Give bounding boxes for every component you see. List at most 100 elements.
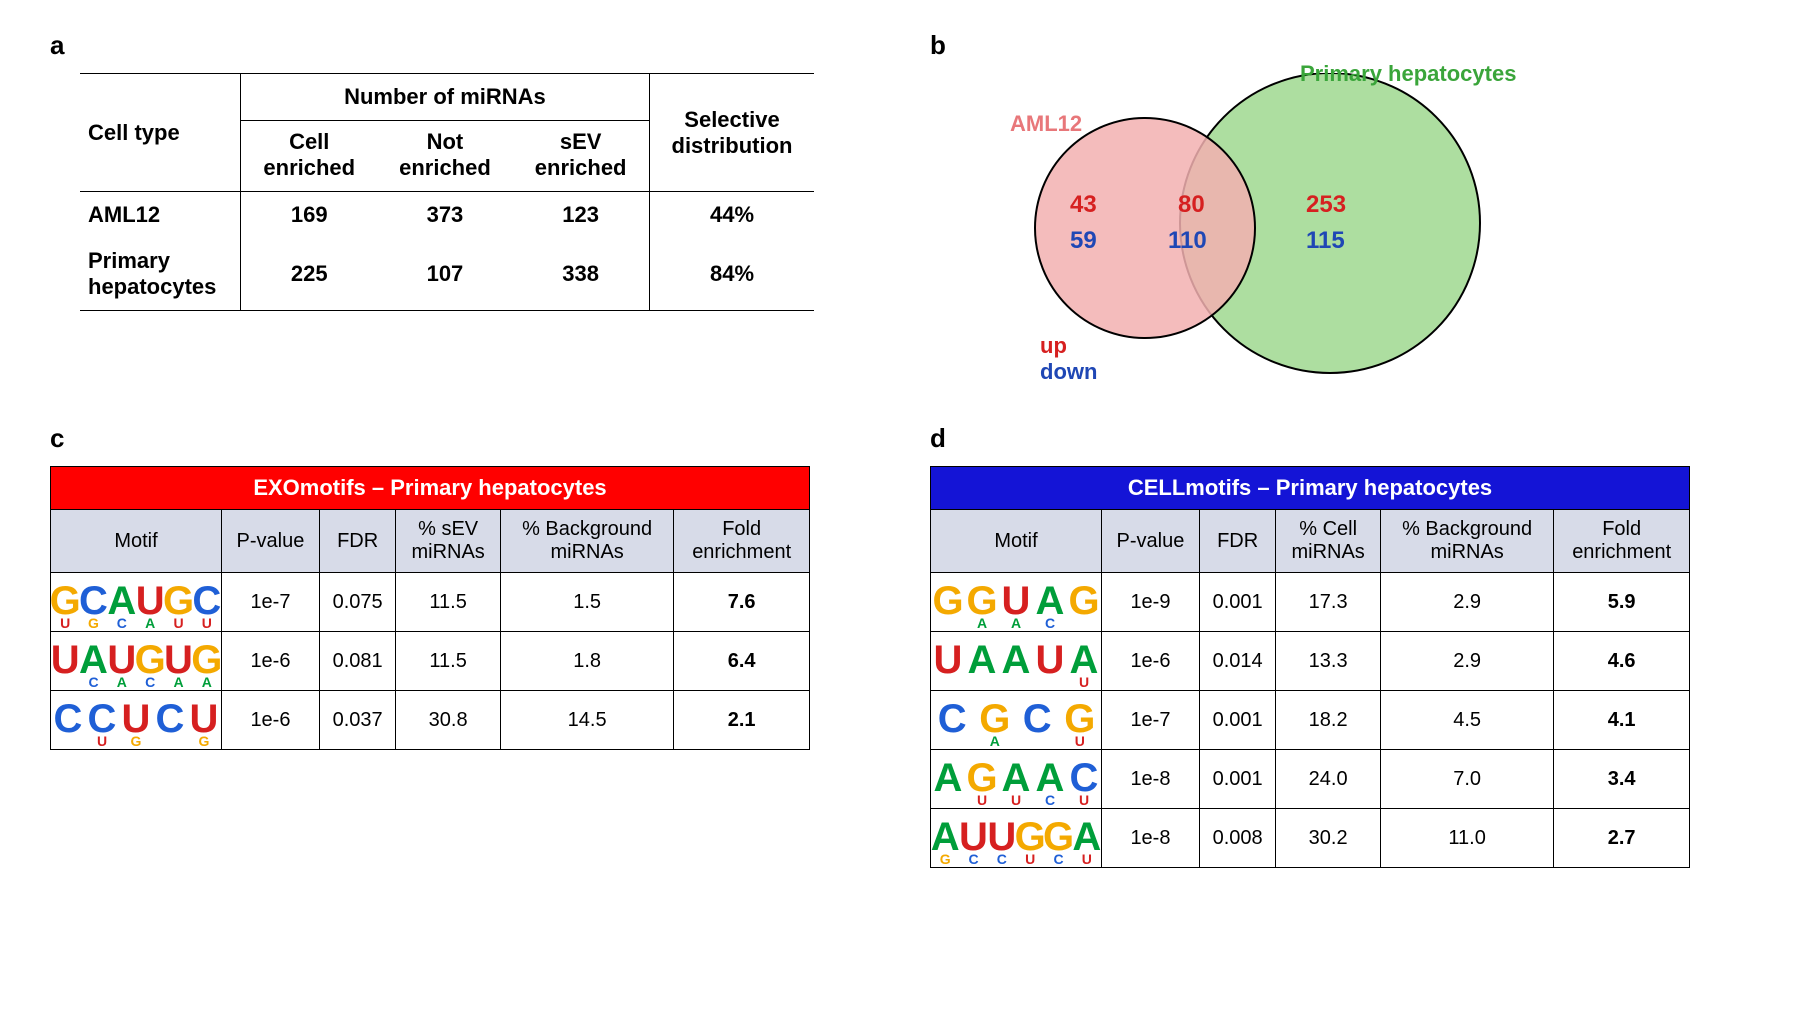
fdr: 0.008 bbox=[1199, 809, 1275, 868]
not-enriched: 373 bbox=[377, 192, 513, 239]
svg-text:C: C bbox=[88, 674, 98, 689]
venn-label-hep: Primary hepatocytes bbox=[1300, 61, 1516, 87]
svg-text:U: U bbox=[202, 615, 212, 630]
pvalue: 1e-7 bbox=[1102, 691, 1200, 750]
th-number-group: Number of miRNAs bbox=[241, 74, 649, 121]
fold: 2.1 bbox=[674, 691, 810, 750]
legend-down: down bbox=[1040, 359, 1097, 385]
svg-text:G: G bbox=[940, 851, 951, 866]
legend-up: up bbox=[1040, 333, 1067, 359]
bg: 11.0 bbox=[1380, 809, 1553, 868]
motif-logo: UACUAGCUAGA bbox=[51, 632, 222, 691]
svg-text:A: A bbox=[934, 756, 963, 800]
col-header: Foldenrichment bbox=[674, 510, 810, 573]
cell-type: Primaryhepatocytes bbox=[80, 238, 241, 311]
fold: 7.6 bbox=[674, 573, 810, 632]
th-selective: Selectivedistribution bbox=[649, 74, 814, 192]
svg-text:A: A bbox=[990, 733, 1000, 748]
svg-text:A: A bbox=[145, 615, 155, 630]
panel-d-label: d bbox=[930, 423, 1750, 454]
panel-c-label: c bbox=[50, 423, 870, 454]
pvalue: 1e-6 bbox=[1102, 632, 1200, 691]
svg-text:C: C bbox=[145, 674, 155, 689]
panel-d: d CELLmotifs – Primary hepatocytes Motif… bbox=[930, 423, 1750, 868]
panel-b: b Primary hepatocytes AML12 43 59 80 110… bbox=[930, 30, 1750, 373]
col-header: % BackgroundmiRNAs bbox=[500, 510, 673, 573]
exomotif-header-row: MotifP-valueFDR% sEVmiRNAs% Backgroundmi… bbox=[51, 510, 810, 573]
pct: 13.3 bbox=[1276, 632, 1381, 691]
panel-b-label: b bbox=[930, 30, 1750, 61]
mirna-count-table: Cell type Number of miRNAs Selectivedist… bbox=[80, 73, 814, 311]
svg-text:A: A bbox=[968, 638, 997, 682]
svg-text:A: A bbox=[173, 674, 183, 689]
svg-text:U: U bbox=[1025, 851, 1035, 866]
svg-text:U: U bbox=[1079, 792, 1089, 807]
svg-text:G: G bbox=[131, 733, 142, 748]
bg: 7.0 bbox=[1380, 750, 1553, 809]
col-header: Foldenrichment bbox=[1554, 510, 1690, 573]
svg-text:U: U bbox=[60, 615, 70, 630]
pct: 30.8 bbox=[396, 691, 501, 750]
figure: a Cell type Number of miRNAs Selectivedi… bbox=[50, 30, 1750, 868]
selective-dist: 84% bbox=[649, 238, 814, 311]
fold: 2.7 bbox=[1554, 809, 1690, 868]
col-header: P-value bbox=[222, 510, 320, 573]
col-header: FDR bbox=[1199, 510, 1275, 573]
svg-text:A: A bbox=[202, 674, 212, 689]
table-row: CCUUGCUG1e-60.03730.814.52.1 bbox=[51, 691, 810, 750]
cellmotif-title: CELLmotifs – Primary hepatocytes bbox=[931, 467, 1690, 510]
th-sub: sEVenriched bbox=[513, 121, 649, 192]
svg-text:C: C bbox=[1053, 851, 1063, 866]
fdr: 0.075 bbox=[319, 573, 395, 632]
sev-enriched: 338 bbox=[513, 238, 649, 311]
motif-logo: GGAUAACG bbox=[931, 573, 1102, 632]
motif-logo: CCUUGCUG bbox=[51, 691, 222, 750]
panel-a-label: a bbox=[50, 30, 870, 61]
bg: 2.9 bbox=[1380, 632, 1553, 691]
fold: 3.4 bbox=[1554, 750, 1690, 809]
col-header: P-value bbox=[1102, 510, 1200, 573]
not-enriched: 107 bbox=[377, 238, 513, 311]
col-header: % sEVmiRNAs bbox=[396, 510, 501, 573]
svg-text:U: U bbox=[934, 638, 963, 682]
fold: 6.4 bbox=[674, 632, 810, 691]
svg-text:G: G bbox=[1068, 579, 1099, 623]
svg-text:C: C bbox=[54, 697, 83, 741]
pvalue: 1e-8 bbox=[1102, 750, 1200, 809]
pct: 17.3 bbox=[1276, 573, 1381, 632]
pvalue: 1e-9 bbox=[1102, 573, 1200, 632]
aml-only-up: 43 bbox=[1070, 191, 1097, 219]
cell-type: AML12 bbox=[80, 192, 241, 239]
svg-text:A: A bbox=[117, 674, 127, 689]
selective-dist: 44% bbox=[649, 192, 814, 239]
pct: 11.5 bbox=[396, 632, 501, 691]
fdr: 0.001 bbox=[1199, 691, 1275, 750]
fold: 5.9 bbox=[1554, 573, 1690, 632]
cellmotif-table: CELLmotifs – Primary hepatocytes MotifP-… bbox=[930, 466, 1690, 868]
table-row: Primaryhepatocytes22510733884% bbox=[80, 238, 814, 311]
svg-text:U: U bbox=[1011, 792, 1021, 807]
svg-text:U: U bbox=[51, 638, 80, 682]
svg-text:A: A bbox=[1011, 615, 1021, 630]
overlap-down: 110 bbox=[1168, 227, 1207, 255]
fdr: 0.014 bbox=[1199, 632, 1275, 691]
aml-only-down: 59 bbox=[1070, 227, 1097, 255]
cellmotif-header-row: MotifP-valueFDR% CellmiRNAs% Backgroundm… bbox=[931, 510, 1690, 573]
svg-text:A: A bbox=[1002, 638, 1031, 682]
col-header: % BackgroundmiRNAs bbox=[1380, 510, 1553, 573]
panel-c: c EXOmotifs – Primary hepatocytes MotifP… bbox=[50, 423, 870, 868]
table-row: AGUCUCGUGCAU1e-80.00830.211.02.7 bbox=[931, 809, 1690, 868]
svg-text:G: G bbox=[932, 579, 963, 623]
fold: 4.6 bbox=[1554, 632, 1690, 691]
col-header: Motif bbox=[51, 510, 222, 573]
table-row: AML1216937312344% bbox=[80, 192, 814, 239]
exomotif-body: GUCGACUAGUCU1e-70.07511.51.57.6UACUAGCUA… bbox=[51, 573, 810, 750]
svg-text:U: U bbox=[1082, 851, 1092, 866]
svg-text:C: C bbox=[997, 851, 1007, 866]
svg-text:C: C bbox=[938, 697, 967, 741]
svg-text:U: U bbox=[97, 733, 107, 748]
cellmotif-body: GGAUAACG1e-90.00117.32.95.9UAAUAU1e-60.0… bbox=[931, 573, 1690, 868]
hep-only-down: 115 bbox=[1306, 227, 1345, 255]
bg: 1.8 bbox=[500, 632, 673, 691]
th-celltype: Cell type bbox=[80, 74, 241, 192]
